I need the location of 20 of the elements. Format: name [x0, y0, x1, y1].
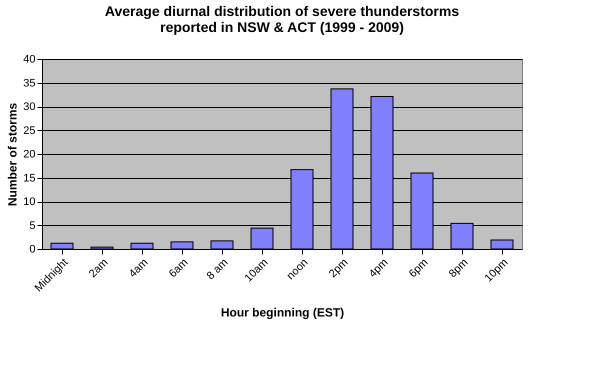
x-axis-title: Hour beginning (EST)	[220, 306, 344, 320]
x-tick-label: 6am	[166, 256, 190, 280]
y-tick-label: 5	[29, 220, 36, 232]
x-tick-label: 6pm	[406, 256, 430, 280]
y-tick-label: 0	[29, 244, 36, 256]
y-tick-label: 35	[23, 77, 36, 90]
x-tick-label: 4pm	[366, 256, 390, 280]
x-tick-label: 2am	[86, 256, 110, 280]
x-tick-label: 2pm	[326, 256, 350, 280]
x-tick-label: 4am	[126, 256, 150, 280]
chart-title: Average diurnal distribution of severe thunderstorms reported in NSW & ACT (1999 - 2009)	[104, 3, 460, 35]
y-tick-label: 10	[23, 196, 36, 208]
y-tick-label: 25	[23, 124, 36, 137]
x-tick-label: 8pm	[446, 256, 470, 280]
y-tick-label: 15	[23, 172, 36, 184]
y-tick-label: 40	[23, 54, 36, 66]
y-axis-title: Number of storms	[5, 102, 20, 206]
x-tick-label: 8 am	[204, 256, 230, 282]
y-tick-label: 20	[23, 148, 36, 160]
y-tick-label: 30	[23, 101, 36, 113]
